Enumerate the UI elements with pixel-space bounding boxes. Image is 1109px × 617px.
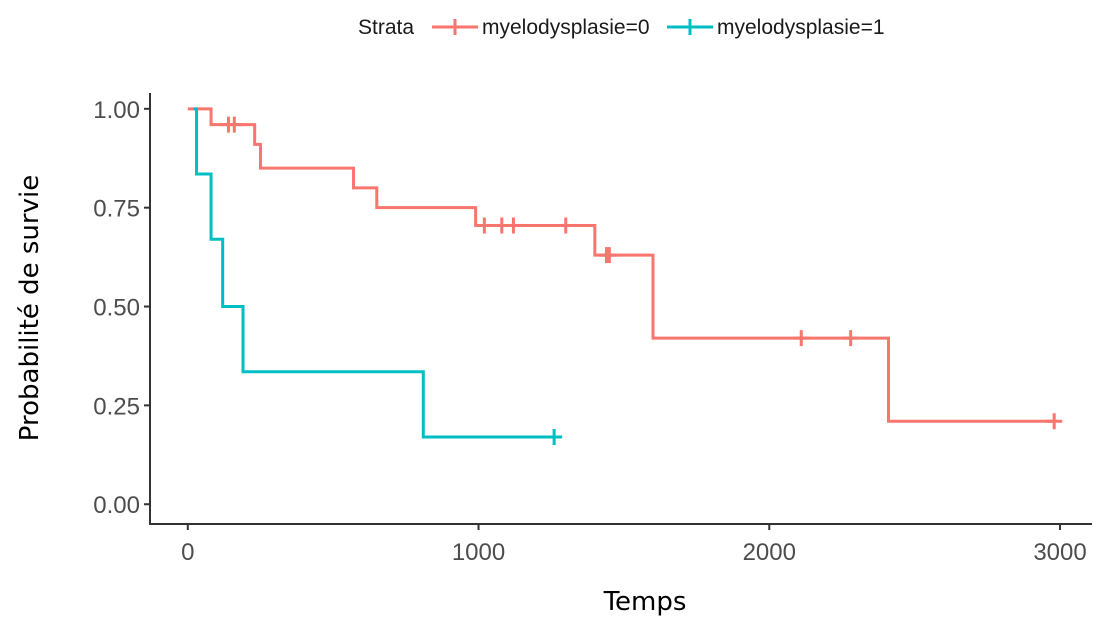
x-axis-ticks: 0 1000 2000 3000 <box>181 524 1087 566</box>
censor-mark-0 <box>1046 413 1063 430</box>
survival-curve-1 <box>193 107 558 439</box>
x-tick-label: 1000 <box>452 539 505 566</box>
x-axis-title: Temps <box>603 587 687 617</box>
x-tick-label: 3000 <box>1033 539 1086 566</box>
censor-mark-0 <box>226 116 243 133</box>
legend-entry-1: myelodysplasie=1 <box>717 16 885 39</box>
censor-mark-0 <box>557 217 574 234</box>
y-tick-label: 0.75 <box>93 196 140 223</box>
y-axis-ticks: 0.00 0.25 0.50 0.75 1.00 <box>93 97 150 519</box>
legend-title: Strata <box>358 16 414 39</box>
legend-swatch-marker-0 <box>447 19 463 35</box>
plot-area <box>187 107 1063 446</box>
censor-mark-0 <box>505 217 522 234</box>
x-tick-label: 2000 <box>743 539 796 566</box>
legend-entry-0: myelodysplasie=0 <box>482 16 650 39</box>
censor-mark-0 <box>476 217 493 234</box>
survival-curve-0 <box>187 107 1055 423</box>
legend-swatch-marker-1 <box>682 19 698 35</box>
legend: Strata myelodysplasie=0 myelodysplasie=1 <box>358 16 885 39</box>
censor-mark-0 <box>793 330 810 347</box>
y-tick-label: 1.00 <box>93 97 140 124</box>
censor-mark-1 <box>546 429 563 446</box>
x-tick-label: 0 <box>181 539 194 566</box>
censor-mark-0 <box>601 247 618 264</box>
y-tick-label: 0.00 <box>93 492 140 519</box>
y-tick-label: 0.25 <box>93 393 140 420</box>
censor-mark-0 <box>842 330 859 347</box>
y-tick-label: 0.50 <box>93 295 140 322</box>
y-axis-title: Probabilité de survie <box>15 175 45 441</box>
